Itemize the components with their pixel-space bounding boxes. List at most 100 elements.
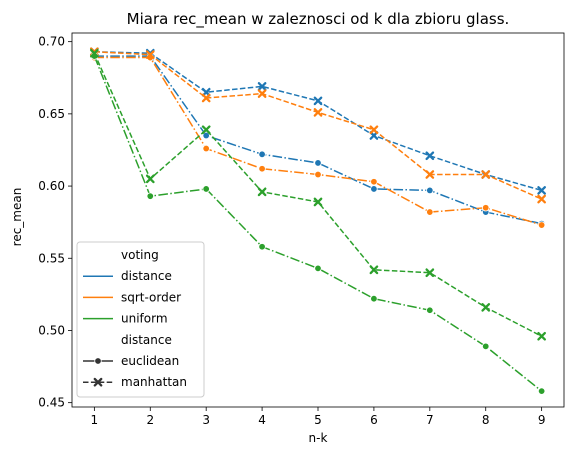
x-axis-label: n-k (309, 431, 328, 445)
data-point (202, 144, 210, 153)
series-line (93, 55, 543, 392)
data-point (258, 243, 266, 251)
data-point (370, 185, 378, 193)
data-point (537, 221, 546, 229)
data-point (425, 151, 435, 161)
marker-x-stroke (201, 93, 211, 103)
data-point (257, 82, 267, 91)
data-point (481, 303, 491, 312)
data-point (313, 96, 323, 106)
marker-x-stroke (537, 186, 546, 195)
data-point (314, 264, 322, 273)
y-tick-label: 0.45 (38, 396, 65, 410)
x-tick-label: 7 (426, 413, 434, 427)
legend-style-title: distance (121, 333, 172, 347)
data-point (145, 174, 155, 184)
legend-label: euclidean (121, 354, 179, 368)
y-axis-label: rec_mean (10, 188, 24, 247)
legend-box (76, 241, 205, 398)
data-point (314, 170, 322, 179)
data-point (146, 192, 154, 200)
x-axis: 1 2 3 4 5 6 7 8 9 (91, 407, 546, 427)
data-point (426, 306, 434, 314)
data-point (426, 186, 434, 195)
y-tick-label: 0.50 (38, 323, 65, 337)
data-point (313, 197, 323, 207)
x-tick-label: 6 (370, 413, 378, 427)
marker-x-stroke (201, 125, 211, 135)
y-tick-label: 0.55 (38, 251, 65, 265)
x-tick-label: 3 (202, 413, 210, 427)
y-tick-label: 0.65 (38, 107, 65, 121)
data-point (258, 165, 266, 173)
data-point (90, 48, 99, 58)
data-point (145, 50, 155, 60)
data-point (370, 294, 378, 303)
x-tick-label: 8 (482, 413, 490, 427)
marker-x-stroke (313, 197, 323, 207)
data-point (201, 125, 211, 135)
marker-x-stroke (257, 89, 267, 98)
x-tick-label: 2 (146, 413, 154, 427)
x-tick-label: 4 (258, 413, 266, 427)
marker-x-stroke (369, 125, 379, 135)
data-point (258, 150, 266, 158)
marker-x-stroke (481, 303, 491, 312)
data-point (537, 387, 546, 395)
data-point (257, 187, 267, 197)
y-axis: 0.45 0.50 0.55 0.60 0.65 0.70 (38, 35, 72, 410)
data-point (537, 331, 546, 341)
legend-marker (93, 377, 103, 387)
data-point (202, 131, 210, 140)
marker-x-stroke (145, 50, 155, 60)
legend-label: sqrt-order (121, 290, 181, 304)
y-tick-label: 0.60 (38, 179, 65, 193)
marker-x-stroke (90, 48, 99, 58)
series-line (94, 56, 542, 226)
x-tick-label: 5 (314, 413, 322, 427)
data-point (201, 93, 211, 103)
legend-label: manhattan (121, 375, 187, 389)
legend-label: uniform (121, 312, 168, 326)
marker-x-stroke (313, 108, 323, 117)
marker-x-stroke (369, 265, 379, 275)
data-point (202, 185, 210, 193)
legend-label: distance (121, 269, 172, 283)
marker-x-stroke (425, 151, 435, 161)
marker-x-stroke (93, 377, 103, 387)
data-point (369, 265, 379, 275)
data-point (425, 170, 435, 179)
chart-title: Miara rec_mean w zaleznosci od k dla zbi… (127, 10, 510, 29)
data-point (369, 125, 379, 135)
data-point (482, 204, 490, 212)
data-point (314, 159, 322, 167)
marker-x-stroke (537, 331, 546, 341)
marker-x-stroke (257, 187, 267, 197)
x-tick-label: 9 (538, 413, 546, 427)
marker-x-stroke (257, 82, 267, 91)
legend: voting distance sqrt-order uniform distance e… (76, 241, 205, 398)
data-point (481, 170, 491, 179)
legend-hue-title: voting (121, 248, 159, 262)
plot-area (71, 32, 565, 408)
series-line (94, 55, 542, 225)
x-tick-label: 1 (91, 413, 99, 427)
marker-x-stroke (537, 194, 546, 204)
marker-x-stroke (481, 170, 491, 179)
data-point (370, 178, 378, 186)
data-point (257, 89, 267, 98)
data-point (482, 342, 490, 351)
marker-x-stroke (313, 96, 323, 106)
data-point (537, 186, 546, 195)
y-tick-label: 0.70 (38, 35, 65, 49)
data-point (537, 194, 546, 204)
marker-x-stroke (145, 174, 155, 184)
data-point (426, 208, 434, 216)
series-uniform-manhattan (90, 48, 546, 341)
legend-marker (94, 357, 102, 365)
marker-x-stroke (425, 268, 435, 278)
data-point (313, 108, 323, 117)
data-point (425, 268, 435, 278)
marker-x-stroke (425, 170, 435, 179)
